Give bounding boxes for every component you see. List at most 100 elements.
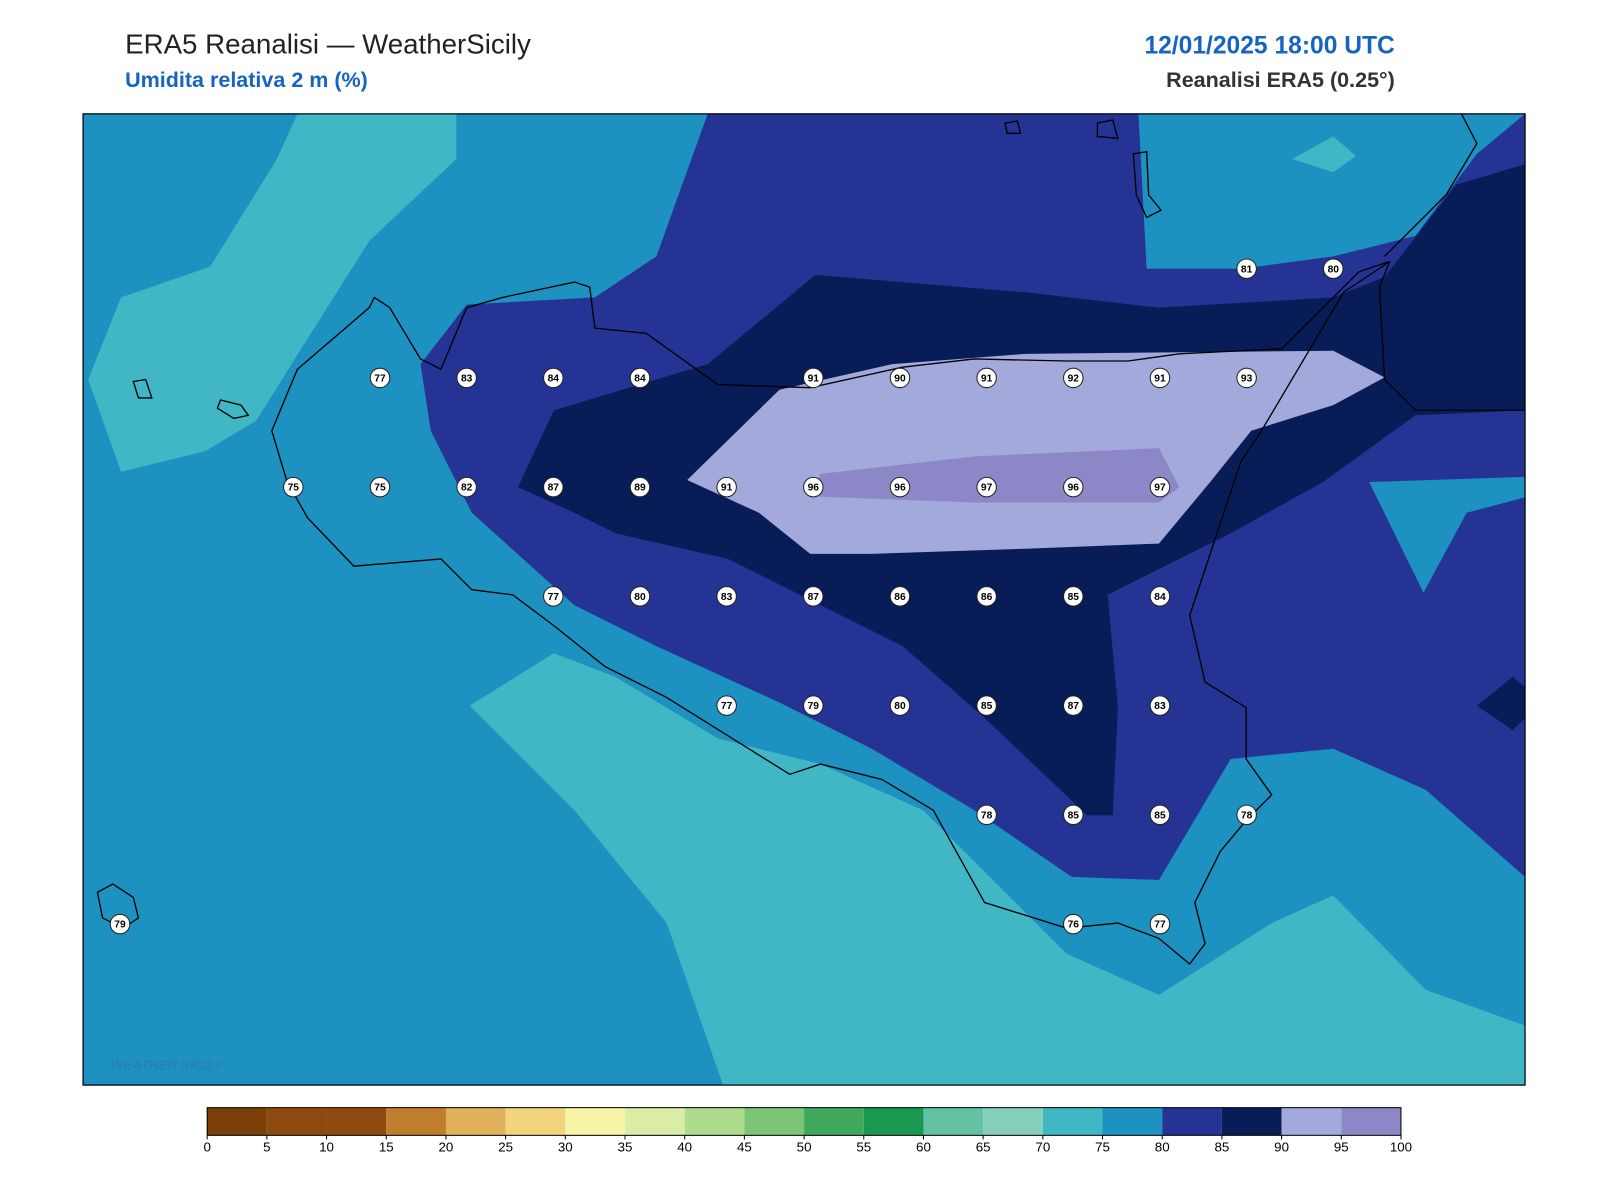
- station-value: 91: [808, 374, 820, 385]
- station-value: 85: [981, 701, 993, 712]
- colorbar-swatch: [983, 1107, 1043, 1136]
- station-value: 76: [1068, 920, 1080, 931]
- colorbar-swatch: [1281, 1107, 1342, 1136]
- station-marker: [889, 695, 911, 716]
- station-marker: [976, 586, 997, 607]
- station-marker: [803, 476, 824, 498]
- colorbar-tick-label: 20: [439, 1140, 454, 1155]
- datetime: 12/01/2025 18:00 UTC: [1144, 32, 1395, 59]
- colorbar-swatch: [326, 1107, 387, 1136]
- station-marker: [716, 476, 737, 498]
- station-marker: [1063, 476, 1084, 498]
- colorbar-tick-label: 25: [498, 1140, 513, 1155]
- station-marker: [543, 586, 564, 607]
- colorbar-tick-label: 30: [558, 1140, 573, 1155]
- field: [1369, 476, 1526, 593]
- station-marker: [716, 695, 737, 716]
- station-marker: [1063, 913, 1084, 935]
- title: ERA5 Reanalisi — WeatherSicily: [125, 28, 531, 59]
- colorbar-tick-label: 65: [976, 1140, 991, 1155]
- station-value: 80: [1328, 264, 1340, 275]
- station-value: 79: [114, 920, 126, 931]
- station-value: 83: [721, 592, 733, 603]
- station-marker: [976, 367, 997, 389]
- colorbar-tick-label: 75: [1095, 1140, 1110, 1155]
- colorbar-swatch: [1341, 1107, 1401, 1136]
- station-value: 78: [1241, 810, 1253, 821]
- colorbar-swatch: [684, 1107, 745, 1136]
- colorbar-tick-label: 95: [1334, 1140, 1349, 1155]
- station-value: 84: [1154, 592, 1166, 603]
- station-value: 97: [1154, 483, 1166, 494]
- station-value: 96: [808, 483, 820, 494]
- station-value: 87: [808, 592, 820, 603]
- field: [469, 653, 1526, 1086]
- station-marker: [629, 476, 651, 498]
- colorbar-tick-label: 55: [856, 1140, 871, 1155]
- colorbar-tick-label: 70: [1035, 1140, 1050, 1155]
- coastline: [271, 260, 1391, 966]
- station-value: 89: [634, 483, 646, 494]
- station-marker: [803, 586, 824, 607]
- colorbar-swatch: [505, 1107, 566, 1136]
- station-value: 91: [1154, 374, 1166, 385]
- station-value: 75: [374, 483, 386, 494]
- station-value: 79: [808, 701, 820, 712]
- station-value: 87: [548, 483, 560, 494]
- colorbar-swatch: [207, 1107, 267, 1136]
- colorbar-tick-label: 0: [203, 1140, 210, 1155]
- station-marker: [976, 476, 997, 498]
- station-marker: [629, 586, 651, 607]
- station-marker: [1063, 804, 1084, 826]
- station-marker: [1063, 695, 1084, 716]
- station-marker: [803, 367, 824, 389]
- station-marker: [1063, 586, 1084, 607]
- coastline: [96, 378, 250, 929]
- field: [1476, 676, 1526, 731]
- colorbar-swatch: [386, 1107, 446, 1136]
- station-value: 91: [981, 374, 993, 385]
- station-value: 85: [1068, 592, 1080, 603]
- station-marker: [976, 695, 997, 716]
- colorbar-swatch: [565, 1107, 626, 1136]
- station-value: 78: [981, 810, 993, 821]
- station-value: 83: [1154, 701, 1166, 712]
- station-marker: [283, 476, 304, 498]
- map: 81 80 77 83 84 84 91 90 91 92 91 93 75 75 82 87 89 91 96 96…: [83, 113, 1526, 1086]
- colorbar-tick-label: 60: [916, 1140, 931, 1155]
- station-value: 82: [461, 483, 473, 494]
- station-value: 86: [894, 592, 906, 603]
- station-marker: [1149, 804, 1171, 826]
- station-value: 81: [1241, 264, 1253, 275]
- subtitle: Umidita relativa 2 m (%): [125, 68, 368, 92]
- colorbar-tick-label: 10: [319, 1140, 334, 1155]
- station-marker: [1236, 804, 1257, 826]
- logo-name: WEATHER SICILY: [111, 1058, 224, 1073]
- station-marker: [1149, 367, 1171, 389]
- station-value: 85: [1154, 810, 1166, 821]
- station-marker: [1323, 258, 1344, 279]
- colorbar-tick-label: 5: [263, 1140, 270, 1155]
- station-marker: [456, 476, 477, 498]
- station-value: 84: [634, 374, 646, 385]
- station-marker: [1236, 367, 1257, 389]
- field: [1292, 136, 1356, 173]
- colorbar-swatch: [625, 1107, 685, 1136]
- station-marker: [369, 367, 391, 389]
- station-value: 97: [981, 483, 993, 494]
- coastline: [1004, 119, 1163, 219]
- field: [88, 113, 457, 472]
- colorbar-swatch: [744, 1107, 805, 1136]
- station-value: 80: [894, 701, 906, 712]
- station-value: 91: [721, 483, 733, 494]
- colorbar-swatch: [445, 1107, 506, 1136]
- colorbar-tick-label: 35: [618, 1140, 633, 1155]
- colorbar-swatch: [1162, 1107, 1222, 1136]
- station-marker: [369, 476, 391, 498]
- map-frame: [82, 113, 1526, 1086]
- station-marker: [1149, 476, 1171, 498]
- station-value: 84: [548, 374, 560, 385]
- station-marker: [543, 476, 564, 498]
- colorbar-tick-label: 15: [379, 1140, 394, 1155]
- colorbar-swatch: [863, 1107, 924, 1136]
